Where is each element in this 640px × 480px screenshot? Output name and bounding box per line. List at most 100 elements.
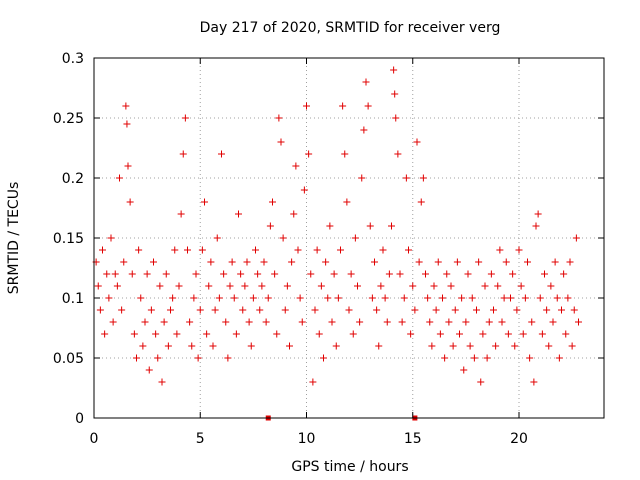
data-point <box>122 102 130 110</box>
data-point <box>298 318 306 326</box>
data-point <box>402 174 410 182</box>
data-point <box>373 306 381 314</box>
x-tick-label: 20 <box>510 431 528 447</box>
data-point <box>543 306 551 314</box>
data-point <box>205 282 213 290</box>
data-point <box>158 378 166 386</box>
data-point <box>364 102 372 110</box>
data-point <box>536 294 544 302</box>
data-point <box>541 270 548 278</box>
data-point <box>260 258 268 266</box>
data-point <box>504 330 512 338</box>
data-point <box>534 210 542 218</box>
data-point <box>124 162 132 170</box>
data-point <box>249 294 257 302</box>
data-point <box>215 294 223 302</box>
data-point <box>113 282 121 290</box>
x-axis-label: GPS time / hours <box>291 459 408 475</box>
data-point <box>186 318 194 326</box>
data-point <box>141 318 149 326</box>
data-point <box>462 318 470 326</box>
data-point <box>511 342 519 350</box>
data-point <box>449 342 457 350</box>
data-point <box>99 246 106 254</box>
y-tick-label: 0 <box>75 411 84 427</box>
data-point <box>494 282 502 290</box>
data-point <box>564 294 572 302</box>
data-point <box>521 294 529 302</box>
data-point <box>453 258 461 266</box>
data-points <box>92 66 582 386</box>
data-point <box>487 270 495 278</box>
data-point <box>538 330 546 338</box>
data-point <box>173 330 181 338</box>
data-point <box>481 282 489 290</box>
data-point <box>441 354 449 362</box>
data-point <box>430 282 438 290</box>
data-point <box>177 210 185 218</box>
data-point <box>126 198 134 206</box>
data-point <box>415 258 423 266</box>
data-point <box>358 174 366 182</box>
data-point <box>235 210 242 218</box>
data-point <box>496 246 504 254</box>
data-point <box>96 306 104 314</box>
data-point <box>130 330 138 338</box>
data-point <box>156 282 164 290</box>
data-point <box>515 246 523 254</box>
data-point <box>279 234 287 242</box>
data-point <box>264 294 272 302</box>
data-point <box>324 294 332 302</box>
data-point <box>109 318 117 326</box>
data-point <box>120 258 128 266</box>
data-point <box>396 270 404 278</box>
data-point <box>413 138 421 146</box>
x-tick-label: 10 <box>298 431 316 447</box>
data-point <box>269 198 276 206</box>
data-point <box>377 282 385 290</box>
data-point <box>160 318 168 326</box>
data-point <box>118 306 126 314</box>
data-point <box>305 150 313 158</box>
data-point <box>315 330 323 338</box>
data-point <box>320 354 327 362</box>
data-point <box>128 270 136 278</box>
data-point <box>375 342 383 350</box>
y-tick-label: 0.3 <box>62 51 84 67</box>
data-point <box>164 342 172 350</box>
data-point <box>432 306 440 314</box>
data-point <box>247 342 255 350</box>
data-point <box>309 378 317 386</box>
data-point <box>239 306 247 314</box>
data-point <box>152 330 160 338</box>
data-point <box>266 222 274 230</box>
data-point <box>230 294 238 302</box>
data-point <box>194 354 202 362</box>
data-point <box>530 378 538 386</box>
data-point <box>458 294 466 302</box>
data-point <box>500 294 508 302</box>
data-point <box>388 222 395 230</box>
data-point <box>509 270 517 278</box>
data-point <box>568 342 576 350</box>
chart-title: Day 217 of 2020, SRMTID for receiver ver… <box>200 20 501 36</box>
data-point <box>528 318 536 326</box>
data-point <box>400 294 408 302</box>
data-point <box>203 330 211 338</box>
data-point <box>560 270 568 278</box>
data-point <box>483 354 491 362</box>
data-point <box>439 294 446 302</box>
data-point <box>169 294 177 302</box>
data-point <box>201 198 208 206</box>
data-point <box>513 306 521 314</box>
data-point <box>343 198 351 206</box>
y-tick-label: 0.1 <box>62 291 84 307</box>
data-point <box>162 270 170 278</box>
data-point <box>283 282 291 290</box>
data-point <box>296 294 304 302</box>
data-point <box>547 282 555 290</box>
data-point <box>322 258 330 266</box>
data-point <box>371 258 378 266</box>
data-point <box>464 270 472 278</box>
data-point <box>135 246 143 254</box>
